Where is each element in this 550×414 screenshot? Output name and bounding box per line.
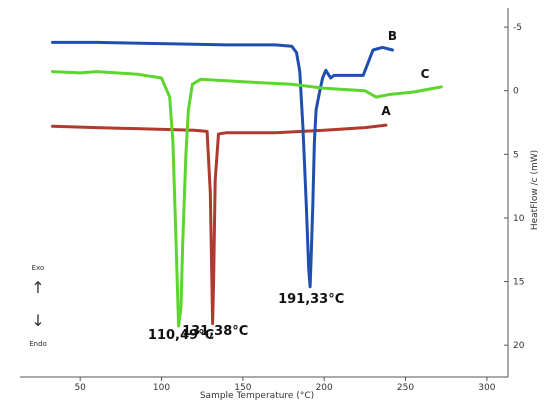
axes	[20, 8, 509, 378]
y-tick-label: -5	[513, 23, 522, 33]
x-axis-title: Sample Temperature (°C)	[200, 391, 314, 401]
x-tick-label: 150	[234, 383, 251, 393]
series-labels: A B C	[381, 29, 429, 118]
y-tick-label: 5	[513, 150, 519, 160]
endo-label: Endo	[29, 340, 47, 348]
series-line-b	[51, 40, 394, 289]
arrow-up-icon: ↑	[31, 278, 44, 297]
series-group	[51, 40, 443, 328]
y-tick-label: 0	[513, 87, 519, 97]
peak-annotation: 191,33°C	[278, 292, 344, 307]
x-tick-label: 300	[478, 383, 495, 393]
x-tick-label: 100	[153, 383, 170, 393]
x-ticks: 50 100 150 200 250 300	[74, 377, 496, 393]
exo-endo-indicator: Exo ↑ ↓ Endo	[29, 264, 47, 348]
series-line-c	[51, 70, 443, 328]
series-label-a: A	[381, 104, 391, 118]
peak-annotation: 131,38°C	[182, 324, 248, 339]
x-tick-label: 50	[74, 383, 86, 393]
y-tick-label: 15	[513, 278, 524, 288]
x-tick-label: 250	[397, 383, 414, 393]
arrow-down-icon: ↓	[31, 311, 44, 330]
x-tick-label: 200	[316, 383, 333, 393]
y-tick-label: 20	[513, 341, 525, 351]
series-label-c: C	[421, 67, 430, 81]
series-label-b: B	[388, 29, 397, 43]
exo-label: Exo	[32, 264, 45, 272]
y-tick-label: 10	[513, 214, 525, 224]
peak-annotation: 110,49°C	[148, 328, 214, 343]
y-axis-title: HeatFlow /c (mW)	[530, 150, 540, 230]
y-ticks: -5 0 5 10 15 20	[504, 23, 525, 351]
series-line-a	[51, 123, 388, 326]
